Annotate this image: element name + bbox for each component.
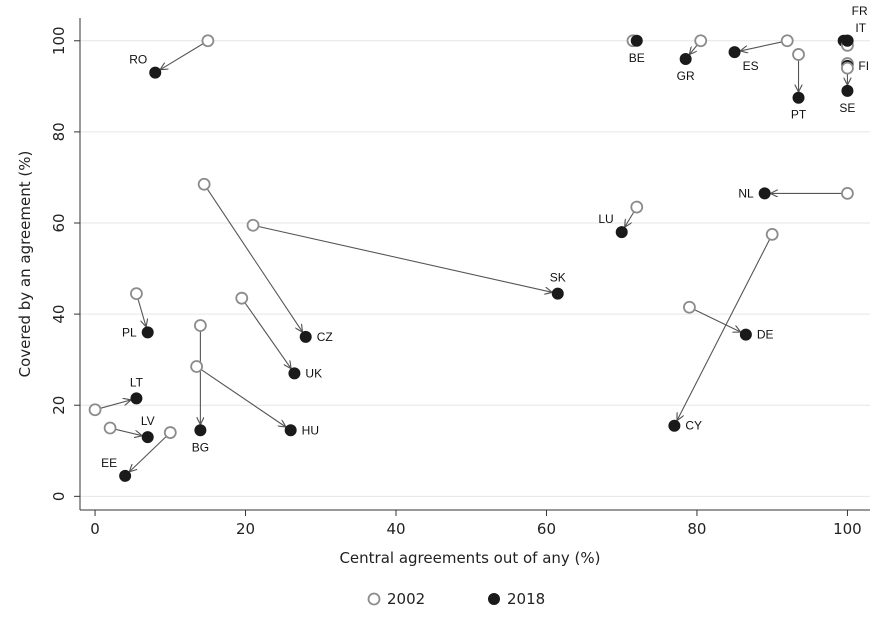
country-label-sk: SK bbox=[550, 271, 566, 285]
point-2018-ro bbox=[149, 66, 162, 79]
arrow-lv bbox=[115, 428, 141, 435]
country-label-es: ES bbox=[743, 59, 759, 73]
point-2002-hu bbox=[190, 360, 204, 373]
point-2018-hu bbox=[284, 424, 297, 437]
point-2002-lu bbox=[630, 200, 644, 214]
country-label-gr: GR bbox=[677, 69, 695, 83]
point-2018-es bbox=[728, 46, 741, 59]
country-label-fi: FI bbox=[858, 59, 869, 73]
arrow-ro bbox=[161, 43, 204, 70]
point-2018-pl bbox=[141, 326, 154, 339]
point-2018-ee bbox=[119, 469, 132, 482]
point-2002-sk bbox=[246, 218, 260, 232]
x-tick-label: 20 bbox=[236, 520, 255, 538]
country-label-bg: BG bbox=[192, 440, 209, 454]
x-axis-title: Central agreements out of any (%) bbox=[339, 549, 600, 567]
y-tick-label: 0 bbox=[50, 492, 68, 502]
arrow-lt bbox=[100, 400, 130, 409]
point-2002-es bbox=[780, 34, 794, 48]
country-labels: RO BE GR ES PT FR IT FI SE NL LU SK CZ CY DE PL UK BG HU LT… bbox=[101, 4, 869, 470]
arrow-ee bbox=[130, 435, 167, 471]
point-2018-nl bbox=[758, 187, 771, 200]
x-tick-label: 100 bbox=[833, 520, 862, 538]
point-2002-lt bbox=[88, 403, 102, 417]
country-label-be: BE bbox=[629, 51, 645, 65]
y-tick-label: 60 bbox=[50, 213, 68, 232]
point-2018-sk bbox=[551, 287, 564, 300]
arrow-sk bbox=[258, 225, 551, 292]
change-arrows bbox=[100, 41, 847, 471]
point-2018-cy bbox=[668, 419, 681, 432]
point-2018-lv bbox=[141, 431, 154, 444]
data-points bbox=[88, 34, 854, 482]
y-axis-title: Covered by an agreement (%) bbox=[16, 151, 34, 378]
point-2002-ee bbox=[163, 426, 177, 439]
point-2018-pt bbox=[792, 91, 805, 104]
legend-marker-2002 bbox=[367, 592, 381, 606]
country-label-pl: PL bbox=[122, 325, 137, 339]
point-2018-se bbox=[841, 84, 854, 97]
legend-label-2018: 2018 bbox=[507, 590, 545, 608]
point-2018-lt bbox=[130, 392, 143, 405]
point-2002-bg bbox=[193, 319, 207, 332]
point-2002-pt bbox=[792, 48, 805, 61]
point-2002-ro bbox=[201, 34, 215, 48]
y-tick-label: 100 bbox=[50, 26, 68, 55]
x-tick-label: 0 bbox=[90, 520, 100, 538]
point-2018-lu bbox=[615, 226, 628, 239]
legend-label-2002: 2002 bbox=[387, 590, 425, 608]
country-label-cz: CZ bbox=[317, 330, 333, 344]
country-label-uk: UK bbox=[305, 366, 322, 380]
point-2002-de bbox=[683, 300, 696, 314]
point-2002-gr bbox=[694, 34, 708, 48]
arrow-hu bbox=[200, 369, 285, 427]
country-label-lt: LT bbox=[130, 375, 144, 389]
y-tick-label: 40 bbox=[50, 305, 68, 324]
x-tick-label: 80 bbox=[687, 520, 706, 538]
point-2002-pl bbox=[130, 287, 143, 301]
country-label-ee: EE bbox=[101, 456, 117, 470]
arrow-cz bbox=[206, 188, 302, 332]
country-label-it: IT bbox=[855, 21, 866, 35]
point-2018-be bbox=[630, 34, 643, 47]
point-2002-se bbox=[841, 61, 854, 75]
arrow-de bbox=[694, 309, 740, 332]
point-2002-lv bbox=[103, 421, 117, 435]
country-label-pt: PT bbox=[791, 108, 807, 122]
point-2018-uk bbox=[288, 367, 301, 380]
point-2002-uk bbox=[235, 291, 249, 305]
point-2018-de bbox=[739, 328, 752, 341]
arrow-uk bbox=[244, 302, 291, 368]
y-tick-label: 80 bbox=[50, 122, 68, 141]
point-2002-cy bbox=[765, 227, 779, 241]
country-label-lu: LU bbox=[598, 212, 613, 226]
legend-marker-2018 bbox=[488, 593, 500, 605]
x-tick-label: 40 bbox=[386, 520, 405, 538]
point-2018-cz bbox=[299, 330, 312, 343]
arrow-cy bbox=[677, 239, 771, 420]
arrow-gr bbox=[690, 44, 698, 54]
point-2018-bg bbox=[194, 424, 207, 437]
x-tick-label: 60 bbox=[537, 520, 556, 538]
country-label-hu: HU bbox=[302, 423, 319, 437]
legend: 2002 2018 bbox=[367, 590, 545, 608]
arrow-lu bbox=[625, 211, 635, 227]
point-2018-gr bbox=[679, 53, 692, 65]
axes: 0 20 40 60 80 100 0 20 40 60 80 100 Central agreemen… bbox=[16, 18, 870, 567]
country-label-lv: LV bbox=[141, 414, 155, 428]
country-label-se: SE bbox=[839, 101, 855, 115]
country-label-fr: FR bbox=[852, 4, 868, 18]
country-label-nl: NL bbox=[738, 186, 754, 200]
country-label-cy: CY bbox=[685, 419, 702, 433]
arrow-es bbox=[741, 41, 782, 51]
y-tick-label: 20 bbox=[50, 396, 68, 415]
point-2002-nl bbox=[841, 186, 854, 200]
arrow-pl bbox=[137, 298, 146, 326]
country-label-ro: RO bbox=[129, 53, 147, 67]
point-2002-cz bbox=[197, 177, 211, 191]
point-2018-it bbox=[841, 34, 854, 47]
country-label-de: DE bbox=[757, 328, 774, 342]
